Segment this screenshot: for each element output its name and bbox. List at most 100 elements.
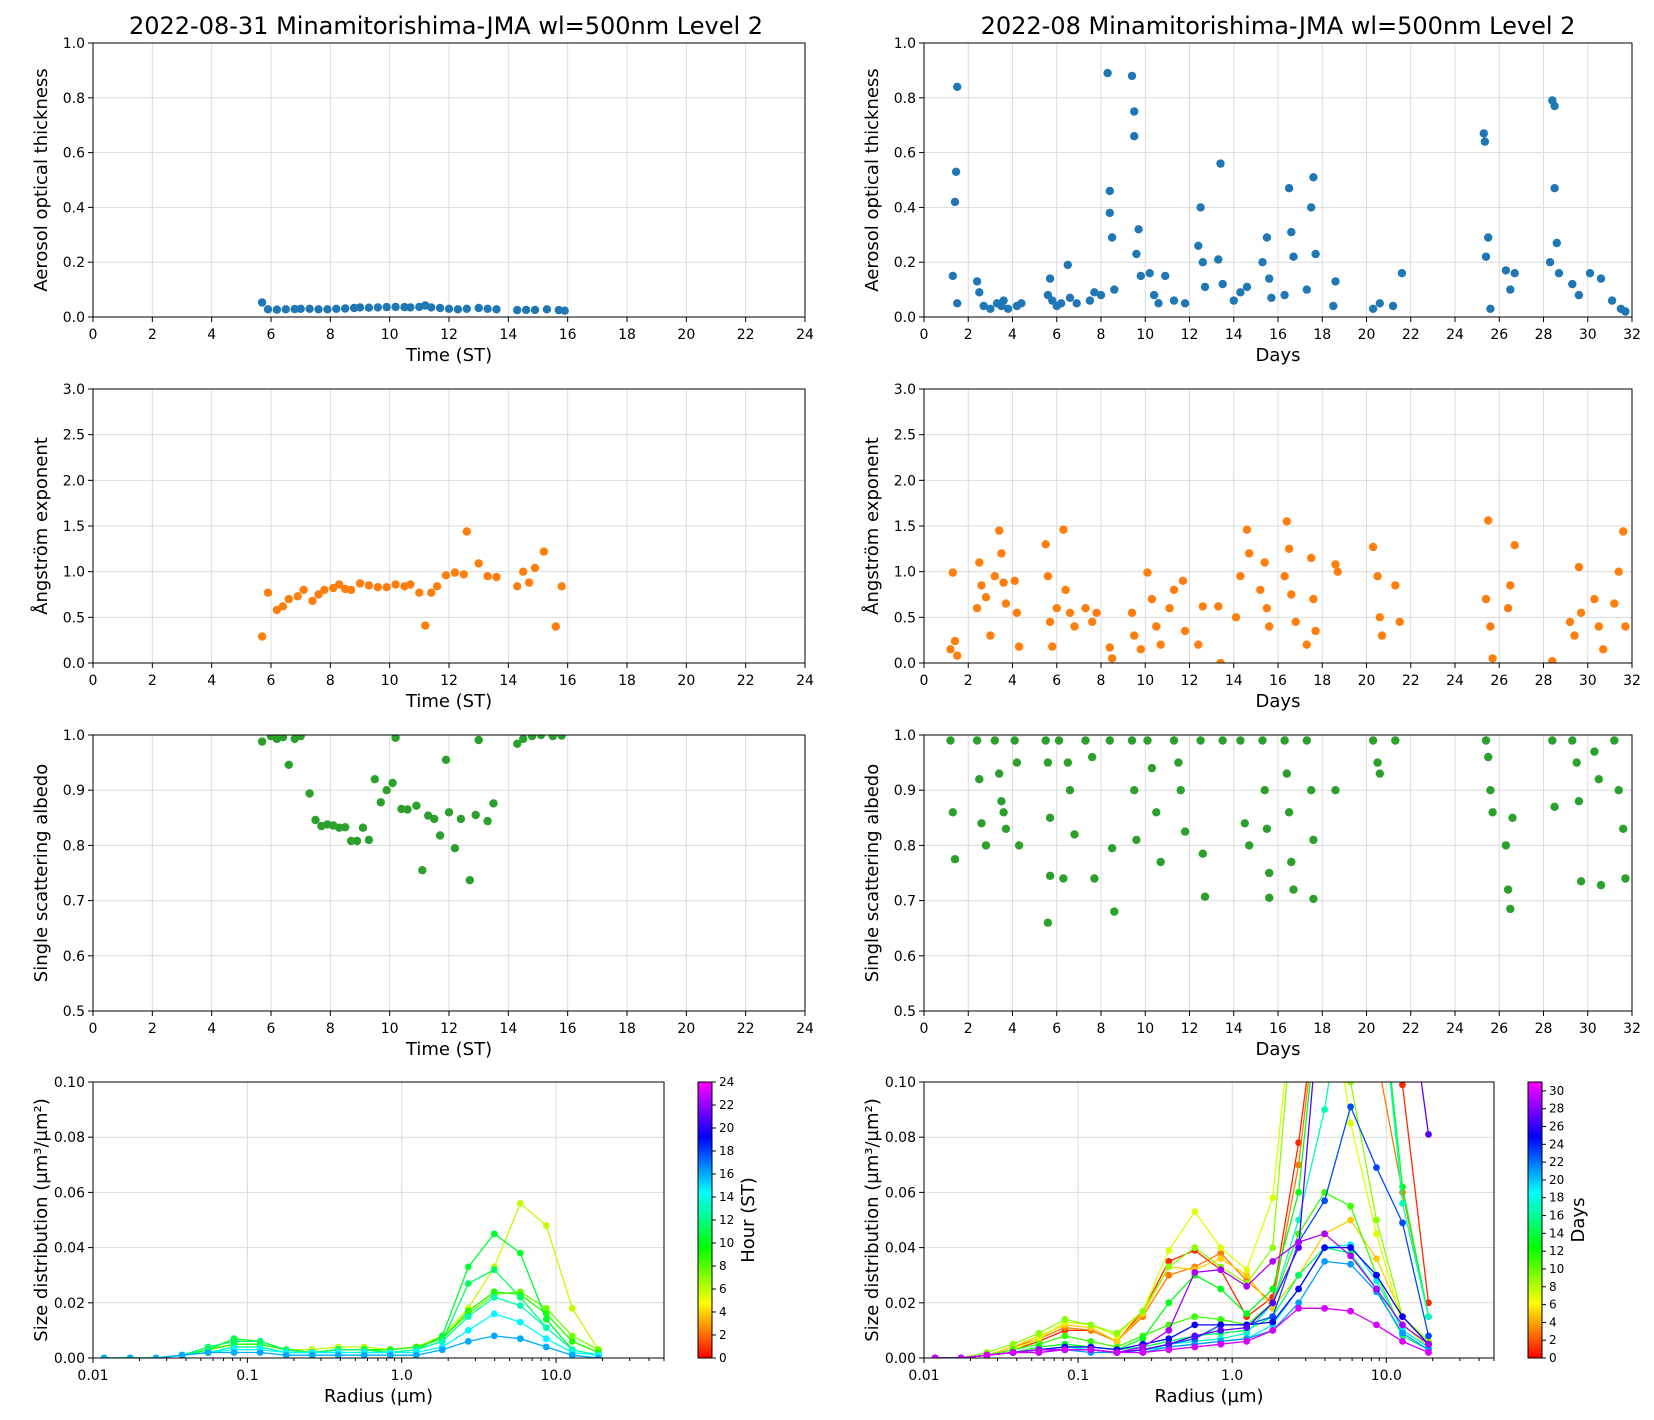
data-point: [1550, 101, 1559, 111]
x-tick-label: 10: [381, 327, 399, 343]
colorbar: [1527, 1081, 1543, 1359]
data-point: [542, 305, 552, 314]
data-point: [1486, 304, 1495, 313]
y-tick-label: 0.08: [885, 1130, 916, 1146]
series-marker: [1191, 1208, 1199, 1216]
data-point: [355, 579, 365, 588]
colorbar-label: Hour (ST): [738, 1177, 759, 1263]
data-point: [1484, 233, 1493, 242]
series-marker: [1243, 1310, 1251, 1318]
data-point: [953, 82, 962, 92]
x-tick-label: 14: [1225, 673, 1243, 689]
x-axis-label: Days: [1256, 1039, 1301, 1060]
data-point: [986, 631, 995, 640]
data-point: [1065, 786, 1075, 795]
colorbar-tick-label: 16: [719, 1167, 734, 1181]
series-marker: [1347, 941, 1354, 948]
series-marker: [1295, 941, 1302, 948]
data-point: [1610, 736, 1619, 745]
y-tick-label: 0.04: [885, 1241, 916, 1257]
y-tick-label: 0.2: [894, 255, 916, 271]
series-marker: [1373, 941, 1380, 948]
x-tick-label: 1.0: [1221, 1368, 1243, 1384]
data-point: [548, 735, 557, 741]
x-tick-label: 0.1: [1067, 1368, 1089, 1384]
colorbar-tick-label: 10: [1549, 1262, 1564, 1276]
series-marker: [464, 1327, 472, 1334]
x-tick-label: 0: [920, 327, 929, 343]
series-marker: [1191, 1269, 1199, 1276]
data-point: [432, 582, 442, 591]
series-marker: [1399, 1082, 1406, 1089]
data-point: [1486, 786, 1495, 795]
x-tick-label: 18: [618, 1021, 636, 1037]
data-point: [1287, 857, 1296, 867]
data-point: [364, 581, 374, 590]
data-point: [1012, 758, 1022, 767]
series-line: [935, 1082, 1430, 1358]
series-marker: [230, 1338, 238, 1345]
data-point: [1590, 747, 1599, 756]
y-tick-label: 0.2: [63, 255, 85, 271]
series-marker: [1373, 1285, 1380, 1293]
y-tick-label: 1.5: [63, 519, 85, 535]
series-line: [935, 1082, 1430, 1358]
series-marker: [360, 1351, 368, 1358]
series-marker: [256, 1338, 264, 1345]
y-tick-label: 0.9: [63, 783, 85, 799]
x-tick-label: 0: [920, 673, 929, 689]
data-point: [483, 816, 492, 826]
data-point: [1143, 568, 1152, 577]
y-tick-label: 0.8: [894, 91, 916, 107]
x-tick-label: 6: [1052, 673, 1061, 689]
aod-daily-panel: 0 2 4 6 8 10 12 14 16 18 20 22 240.00.20.40.60.81.0T…: [31, 36, 814, 366]
data-point: [953, 651, 962, 660]
series-marker: [204, 1349, 212, 1356]
data-point: [1621, 874, 1630, 883]
series-marker: [1113, 1329, 1121, 1337]
y-tick-label: 0.5: [894, 1004, 916, 1020]
colorbar-tick-label: 12: [1549, 1244, 1564, 1258]
data-point: [1110, 285, 1119, 294]
x-tick-label: 32: [1623, 1021, 1641, 1037]
series-marker: [542, 1343, 550, 1351]
series-marker: [1399, 941, 1406, 948]
data-point: [1236, 572, 1245, 581]
x-tick-label: 16: [1269, 327, 1287, 343]
data-point: [296, 304, 305, 313]
data-point: [1132, 249, 1141, 259]
data-point: [382, 302, 391, 312]
data-point: [465, 876, 474, 885]
data-point: [456, 814, 466, 824]
data-point: [1156, 857, 1165, 867]
y-tick-label: 0.08: [54, 1130, 85, 1146]
data-point: [951, 167, 961, 176]
y-tick-label: 2.0: [894, 473, 916, 489]
x-tick-label: 20: [677, 327, 695, 343]
data-point: [1085, 296, 1095, 305]
series-marker: [1373, 941, 1380, 948]
series-marker: [386, 1351, 394, 1358]
series-marker: [1087, 1338, 1095, 1345]
data-point: [406, 580, 415, 589]
data-point: [1287, 590, 1296, 599]
series-marker: [334, 1351, 342, 1358]
axes-frame: [92, 1081, 665, 1359]
data-point: [441, 571, 451, 580]
data-point: [1107, 844, 1117, 853]
data-point: [364, 303, 374, 312]
data-point: [474, 559, 483, 568]
x-tick-label: 22: [1402, 1021, 1420, 1037]
x-tick-label: 6: [1052, 1021, 1061, 1037]
data-point: [1147, 594, 1157, 604]
data-point: [1375, 769, 1385, 778]
data-point: [1267, 293, 1276, 302]
x-tick-label: 2: [148, 673, 157, 689]
data-point: [1284, 184, 1294, 193]
data-point: [1180, 299, 1190, 308]
data-point: [1107, 654, 1117, 663]
data-point: [1265, 274, 1274, 283]
series-marker: [1269, 1327, 1277, 1334]
plot-area: [257, 298, 569, 315]
size-monthly-panel: 0.01 0.1 1.0 10.0 0.00 0.02 0.04 0.06 0.08 0.10 Ra…: [862, 941, 1589, 1407]
